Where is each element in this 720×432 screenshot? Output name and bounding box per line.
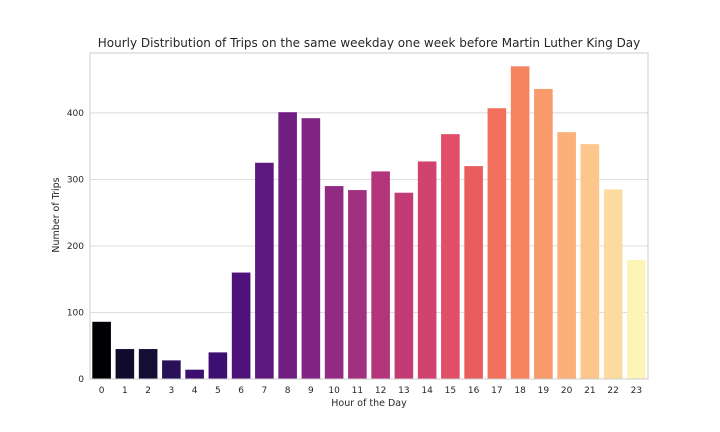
bar-hour-12 [371,171,390,379]
bar-hour-13 [394,192,414,379]
bar-hour-21 [580,144,600,379]
x-tick-label: 8 [285,386,291,396]
bar-hour-9 [301,118,321,379]
bar-hour-10 [324,186,344,379]
x-tick-label: 0 [99,386,105,396]
bar-hour-23 [627,259,646,379]
x-tick-label: 23 [631,386,642,396]
x-tick-label: 4 [192,386,198,396]
bar-hour-2 [138,349,158,379]
bar-hour-16 [464,166,483,379]
y-tick-label: 100 [67,308,84,318]
x-tick-label: 6 [238,386,244,396]
x-tick-label: 12 [375,386,386,396]
bar-hour-6 [231,272,251,379]
x-tick-label: 2 [145,386,151,396]
x-tick-label: 16 [468,386,480,396]
bar-hour-20 [557,132,576,379]
bar-hour-22 [603,189,623,379]
x-axis-label: Hour of the Day [331,398,407,409]
bar-hour-7 [255,162,274,379]
x-tick-label: 22 [607,386,618,396]
bar-hour-17 [487,108,507,380]
x-tick-label: 13 [398,386,409,396]
x-tick-label: 17 [491,386,502,396]
x-tick-label: 1 [122,386,128,396]
bar-hour-15 [441,134,460,379]
x-tick-label: 19 [538,386,550,396]
y-tick-label: 0 [78,375,84,385]
x-tick-label: 10 [328,386,340,396]
x-tick-label: 11 [352,386,363,396]
y-tick-label: 300 [67,175,84,185]
bar-hour-0 [92,321,111,379]
x-tick-label: 9 [308,386,314,396]
plot-frame [89,52,649,380]
x-tick-label: 15 [445,386,456,396]
bars [92,66,646,380]
chart-title: Hourly Distribution of Trips on the same… [98,36,641,50]
bar-hour-18 [510,66,530,379]
x-tick-label: 7 [262,386,268,396]
bar-hour-8 [278,112,297,379]
bar-hour-4 [185,369,204,379]
bar-hour-1 [115,349,135,379]
y-tick-label: 200 [67,242,84,252]
x-tick-label: 3 [169,386,175,396]
bar-hour-14 [417,161,437,379]
x-tick-labels: 0 1 2 3 4 5 6 7 8 9 10 11 12 13 14 15 16 17 18 19 20 21 22 23 [99,386,642,396]
x-tick-label: 20 [561,386,573,396]
y-axis-label: Number of Trips [51,177,62,252]
x-tick-label: 18 [514,386,526,396]
y-tick-label: 400 [67,109,84,119]
x-tick-label: 14 [421,386,433,396]
bar-hour-11 [348,190,367,379]
x-tick-label: 21 [584,386,595,396]
bar-hour-3 [162,360,181,379]
y-tick-labels: 0 100 200 300 400 [67,109,84,385]
bar-hour-19 [534,88,553,380]
x-tick-label: 5 [215,386,221,396]
bar-hour-5 [208,352,228,379]
